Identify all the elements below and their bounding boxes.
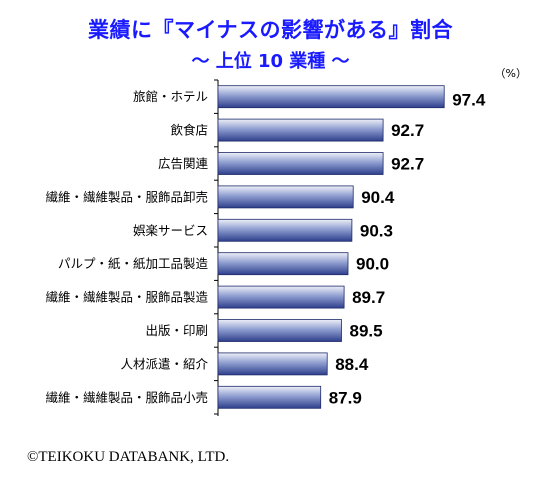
bar — [217, 152, 384, 175]
value-label: 92.7 — [391, 121, 424, 140]
category-label: 繊維・繊維製品・服飾品小売 — [45, 390, 208, 405]
chart-subtitle: ～ 上位 10 業種 ～ — [191, 51, 350, 72]
bar — [217, 118, 384, 142]
value-label: 89.7 — [352, 288, 385, 307]
value-label: 97.4 — [452, 91, 486, 110]
unit-label: （%） — [495, 67, 527, 80]
bar — [217, 85, 445, 109]
value-label: 88.4 — [335, 355, 369, 374]
category-label: パルプ・紙・紙加工品製造 — [58, 256, 209, 271]
bar — [217, 185, 354, 209]
value-label: 89.5 — [350, 322, 383, 341]
chart-title: 業績に『マイナスの影響がある』割合 — [87, 18, 454, 42]
value-label: 90.0 — [356, 255, 389, 274]
bar — [217, 352, 328, 376]
category-label: 広告関連 — [158, 156, 209, 171]
category-label: 飲食店 — [170, 123, 208, 138]
bar — [217, 285, 345, 309]
bar — [217, 218, 353, 242]
category-label: 人材派遣・紹介 — [120, 356, 208, 371]
category-label: 娯楽サービス — [133, 223, 208, 238]
value-label: 87.9 — [329, 388, 362, 407]
category-label: 出版・印刷 — [145, 323, 208, 338]
category-label: 旅館・ホテル — [133, 89, 208, 104]
value-label: 90.4 — [361, 188, 395, 207]
bar — [217, 252, 349, 276]
bar — [217, 385, 322, 409]
category-label: 繊維・繊維製品・服飾品製造 — [45, 290, 208, 305]
value-label: 92.7 — [391, 155, 424, 174]
copyright-footer: ©TEIKOKU DATABANK, LTD. — [27, 449, 230, 465]
category-label: 繊維・繊維製品・服飾品卸売 — [45, 189, 208, 204]
value-label: 90.3 — [360, 221, 393, 240]
bar — [217, 319, 342, 342]
bar-chart: （%） 旅館・ホテル 97.4 飲食店 92.7 広告関連 92.7 繊維・繊維製品・服飾品… — [45, 67, 527, 416]
